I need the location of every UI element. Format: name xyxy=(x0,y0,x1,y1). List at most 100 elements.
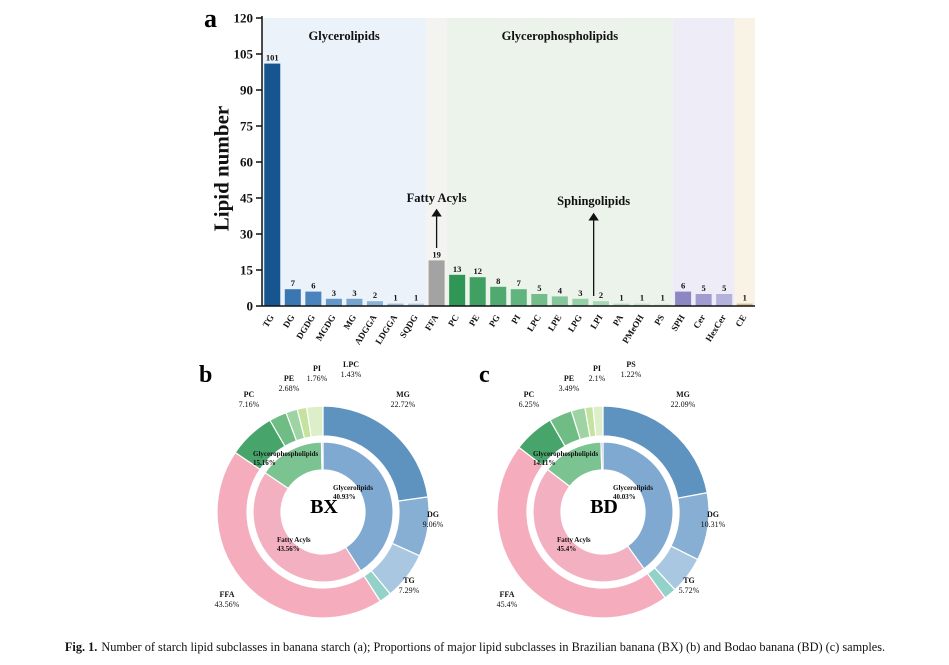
y-tick-label: 0 xyxy=(247,299,254,314)
slice-pct: 1.43% xyxy=(340,369,362,379)
category-label-LPI: LPI xyxy=(588,312,605,330)
group-region-3 xyxy=(672,18,735,306)
slice-name: Glycerophospholipids xyxy=(533,450,599,458)
inner-slice-Glycerolipids xyxy=(602,441,674,570)
slice-name: PI xyxy=(313,364,321,373)
slice-name: Fatty Acyls xyxy=(557,536,591,544)
bx-label-ffa: FFA 43.56% xyxy=(205,590,249,609)
bar-LPC xyxy=(531,294,548,306)
bd-label-mg: MG 22.09% xyxy=(659,390,707,409)
bar-SQDG xyxy=(408,303,425,306)
slice-name: PE xyxy=(563,374,575,383)
slice-pct: 40.03% xyxy=(613,492,636,501)
bar-PG xyxy=(490,286,507,306)
category-label-Cer: Cer xyxy=(691,313,707,331)
bar-SPH xyxy=(675,291,692,306)
slice-pct: 40.93% xyxy=(333,492,356,501)
outer-slice-FFA xyxy=(496,446,666,619)
slice-name: PE xyxy=(283,374,295,383)
category-label-HexCer: HexCer xyxy=(704,313,728,344)
category-label-DG: DG xyxy=(281,313,297,330)
category-label-PS: PS xyxy=(652,313,666,327)
group-region-0 xyxy=(262,18,427,306)
bar-value-LDGGA: 1 xyxy=(393,293,397,303)
bar-value-LPE: 4 xyxy=(558,285,563,295)
slice-name: PC xyxy=(243,390,255,399)
bx-label-mg: MG 22.72% xyxy=(379,390,427,409)
panel-b-letter: b xyxy=(199,362,213,388)
slice-pct: 43.56% xyxy=(277,544,300,553)
slice-pct: 7.29% xyxy=(398,585,420,595)
bar-DGDG xyxy=(305,291,322,306)
inner-slice-Glycerolipids xyxy=(322,441,394,572)
bar-LPG xyxy=(572,298,589,306)
category-label-LPG: LPG xyxy=(566,313,584,334)
bar-value-LPC: 5 xyxy=(537,283,541,293)
bd-label-pe: PE 3.49% xyxy=(549,374,589,393)
bar-ADGGA xyxy=(366,301,383,306)
category-label-PI: PI xyxy=(509,312,523,325)
bar-value-MGDG: 3 xyxy=(332,288,336,298)
bar-PI xyxy=(510,289,527,306)
slice-pct: 1.76% xyxy=(306,373,328,383)
y-tick-label: 15 xyxy=(240,263,254,278)
slice-pct: 45.4% xyxy=(496,599,518,609)
slice-name: PI xyxy=(593,364,601,373)
y-tick-label: 90 xyxy=(240,83,253,98)
bx-label-dg: DG 9.06% xyxy=(411,510,455,529)
bd-label-tg: TG 5.72% xyxy=(667,576,711,595)
bar-Cer xyxy=(695,294,712,306)
bar-LPE xyxy=(551,296,568,306)
caption-label: Fig. 1. xyxy=(64,640,98,654)
bx-label-pc: PC 7.16% xyxy=(229,390,269,409)
slice-pct: 22.09% xyxy=(670,399,696,409)
slice-name: TG xyxy=(683,576,695,585)
bd-sample-code: BD xyxy=(590,496,618,518)
slice-pct: 9.06% xyxy=(422,519,444,529)
bx-label-pe: PE 2.68% xyxy=(269,374,309,393)
bd-label-dg: DG 10.31% xyxy=(691,510,735,529)
group-title: Glycerophospholipids xyxy=(502,29,619,43)
bar-value-PMeOH: 1 xyxy=(640,293,644,303)
inner-slice-other-3 xyxy=(320,441,324,471)
bar-LPI xyxy=(592,301,609,306)
bx-sample-code: BX xyxy=(310,496,338,518)
caption-text: Number of starch lipid subclasses in ban… xyxy=(101,640,886,654)
slice-name: Glycerophospholipids xyxy=(253,450,319,458)
bar-value-MG: 3 xyxy=(352,288,356,298)
slice-pct: 7.16% xyxy=(238,399,260,409)
group-annotation: Fatty Acyls xyxy=(407,191,467,205)
y-tick-label: 60 xyxy=(240,155,253,170)
slice-name: DG xyxy=(427,510,439,519)
category-label-MGDG: MGDG xyxy=(314,313,338,343)
bar-PA xyxy=(613,303,630,306)
outer-slice-other-9 xyxy=(305,405,324,438)
bar-value-PS: 1 xyxy=(660,293,664,303)
group-title: Glycerolipids xyxy=(309,29,380,43)
panel-c: c PC 6.25% PE 3.49% PI 2.1% PS 1.22% MG 22.09… xyxy=(463,360,763,660)
inner-slice-Fatty Acyls xyxy=(532,468,645,583)
bar-value-FFA: 19 xyxy=(432,249,441,259)
bar-value-PI: 7 xyxy=(517,278,522,288)
bar-value-PC: 13 xyxy=(453,264,462,274)
bar-value-PG: 8 xyxy=(496,276,500,286)
bar-value-LPI: 2 xyxy=(599,290,603,300)
slice-pct: 3.49% xyxy=(558,383,580,393)
bd-donut-chart xyxy=(496,405,710,619)
slice-name: Fatty Acyls xyxy=(277,536,311,544)
bar-PE xyxy=(469,277,486,306)
bar-value-TG: 101 xyxy=(266,53,279,63)
category-label-MG: MG xyxy=(341,313,358,331)
bx-label-lpc: LPC 1.43% xyxy=(331,360,371,379)
panel-b: b PC 7.16% PE 2.68% PI 1.76% LPC 1.43% MG 22.… xyxy=(183,360,483,660)
bar-value-SQDG: 1 xyxy=(414,293,418,303)
bd-label-pc: PC 6.25% xyxy=(509,390,549,409)
slice-pct: 10.31% xyxy=(700,519,726,529)
category-label-TG: TG xyxy=(261,313,276,329)
slice-pct: 15.16% xyxy=(253,458,276,467)
category-label-SPH: SPH xyxy=(669,313,687,333)
slice-name: FFA xyxy=(219,590,235,599)
slice-name: PC xyxy=(523,390,535,399)
bar-MGDG xyxy=(325,298,342,306)
